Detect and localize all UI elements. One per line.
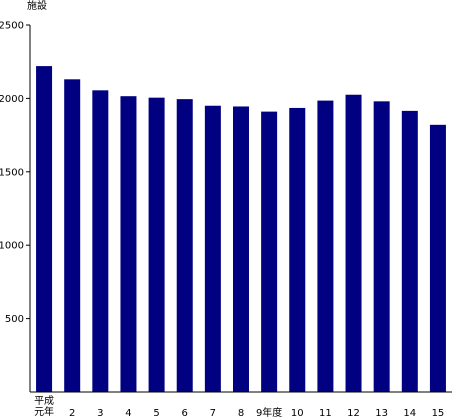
x-tick-label: 3 (97, 408, 103, 418)
y-axis-ticks: 500 1000 1500 2000 2500 (0, 21, 30, 325)
x-tick-label: 13 (375, 408, 388, 418)
bar (261, 111, 278, 392)
bar (429, 124, 446, 392)
x-tick-label: 15 (432, 408, 445, 418)
x-tick-label: 11 (319, 408, 332, 418)
x-tick-label: 8 (238, 408, 244, 418)
y-tick-label: 1500 (0, 167, 24, 178)
x-tick-label: 14 (403, 408, 416, 418)
x-tick-label: 平成元年 (34, 395, 54, 418)
y-axis-label: 施設 (27, 0, 47, 12)
bar (36, 66, 53, 392)
x-tick-label: 9年度 (256, 406, 282, 418)
y-tick-label: 1000 (0, 241, 24, 252)
bar (345, 94, 362, 392)
x-tick-label: 4 (125, 408, 131, 418)
x-tick-label: 6 (182, 408, 188, 418)
x-tick-label: 5 (153, 408, 159, 418)
bar (233, 106, 249, 392)
bar (120, 96, 137, 392)
x-tick-label: 2 (69, 408, 75, 418)
bar (373, 101, 390, 392)
y-tick-label: 2500 (0, 21, 24, 32)
y-tick-label: 500 (5, 314, 24, 325)
bar (64, 79, 81, 392)
x-tick-label: 10 (291, 408, 304, 418)
bar (176, 99, 193, 392)
x-tick-label: 7 (210, 408, 216, 418)
x-tick-label: 12 (347, 408, 360, 418)
bar (401, 110, 418, 393)
bar (317, 100, 334, 393)
bar (148, 97, 165, 392)
y-tick-label: 2000 (0, 94, 24, 105)
bar (289, 107, 306, 392)
bars (36, 66, 446, 393)
bar (92, 90, 109, 393)
x-axis-labels: 平成元年 2 3 4 5 6 7 8 9年度 10 11 12 13 14 15 (34, 395, 444, 418)
bar (204, 105, 221, 393)
